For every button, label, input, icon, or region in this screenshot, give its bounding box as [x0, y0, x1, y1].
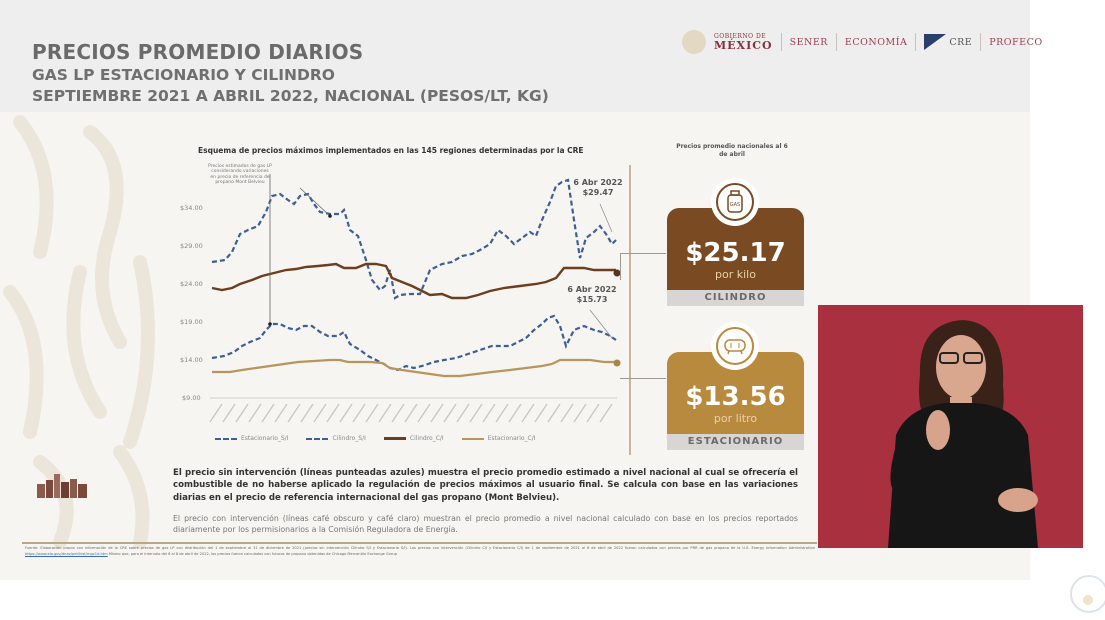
chart-annotation: Precios estimados de gas LP considerando… [208, 164, 272, 186]
legend-swatch-icon [306, 437, 329, 440]
legend-swatch-icon [383, 437, 406, 440]
gas-cylinder-icon: GAS [711, 178, 759, 226]
slide-header: PRECIOS PROMEDIO DIARIOS GAS LP ESTACION… [0, 0, 1042, 112]
slide: PRECIOS PROMEDIO DIARIOS GAS LP ESTACION… [0, 0, 1042, 580]
y-tick-label: $14.00 [180, 356, 203, 364]
callout-estacionario: 6 Abr 2022 $15.73 [567, 285, 617, 304]
logo-divider [980, 33, 982, 51]
connector-line [620, 366, 666, 379]
y-tick-label: $29.00 [180, 242, 203, 250]
explanation-main: El precio sin intervención (líneas punte… [173, 468, 798, 503]
estacionario-endpoint [613, 359, 621, 367]
price-line-chart [209, 174, 621, 423]
connector-line [620, 253, 645, 280]
callout-cilindro: 6 Abr 2022 $29.47 [573, 178, 623, 197]
institution-logos: GOBIERNO DE MÉXICO SENER ECONOMÍA CRE PR… [682, 28, 1043, 56]
cre-triangle-icon [924, 34, 947, 50]
logo-economia: ECONOMÍA [844, 36, 908, 48]
legend-swatch-icon [461, 437, 484, 440]
logo-profeco: PROFECO [989, 36, 1043, 48]
y-tick-label: $24.00 [180, 280, 203, 288]
logo-gobierno-mexico: GOBIERNO DE MÉXICO [714, 32, 773, 52]
page-title: PRECIOS PROMEDIO DIARIOS [32, 40, 364, 64]
chart-title: Esquema de precios máximos implementados… [198, 146, 584, 155]
legend-item: Estacionario_S/I [215, 435, 288, 442]
logo-divider [780, 33, 782, 51]
national-prices-heading: Precios promedio nacionales al 6 de abri… [676, 143, 788, 158]
footnote-link[interactable]: https://www.eia.gov/dnav/pet/hist/rngc1d… [25, 551, 108, 556]
price-label: ESTACIONARIO [667, 434, 804, 450]
page-subtitle: GAS LP ESTACIONARIO Y CILINDRO [32, 66, 335, 84]
logo-cre: CRE [924, 34, 972, 50]
price-unit: por kilo [715, 268, 756, 281]
sign-language-video [818, 305, 1083, 548]
crowd-logo-icon [35, 470, 90, 500]
legend-item: Cilindro_S/I [306, 435, 366, 442]
legend-item: Cilindro_C/I [383, 435, 444, 442]
svg-text:GAS: GAS [730, 202, 740, 208]
price-value: $13.56 [685, 382, 786, 412]
footnote: Fuente: Elaboración propia con informaci… [25, 546, 815, 556]
chart-legend: Estacionario_S/I Cilindro_S/I Cilindro_C… [215, 435, 536, 442]
footer-divider [22, 542, 817, 544]
mexico-seal-icon [682, 30, 706, 54]
price-label: CILINDRO [667, 290, 804, 306]
logo-divider [835, 33, 837, 51]
price-unit: por litro [713, 412, 758, 425]
logo-sener: SENER [789, 36, 828, 48]
page-period: SEPTIEMBRE 2021 A ABRIL 2022, NACIONAL (… [32, 87, 549, 105]
price-value: $25.17 [685, 238, 786, 268]
cilindro-endpoint [613, 269, 621, 277]
connector-line [620, 253, 666, 254]
corner-logo-icon [1070, 575, 1105, 613]
y-tick-label: $34.00 [180, 204, 203, 212]
legend-item: Estacionario_C/I [461, 435, 536, 442]
logo-divider [915, 33, 917, 51]
interpreter-figure-icon [888, 320, 1038, 548]
stationary-tank-icon [711, 322, 759, 370]
chart-divider [629, 165, 631, 455]
y-tick-label: $9.00 [182, 394, 201, 402]
explanation-secondary: El precio con intervención (líneas café … [173, 514, 798, 535]
legend-swatch-icon [215, 437, 237, 440]
y-tick-label: $19.00 [180, 318, 203, 326]
